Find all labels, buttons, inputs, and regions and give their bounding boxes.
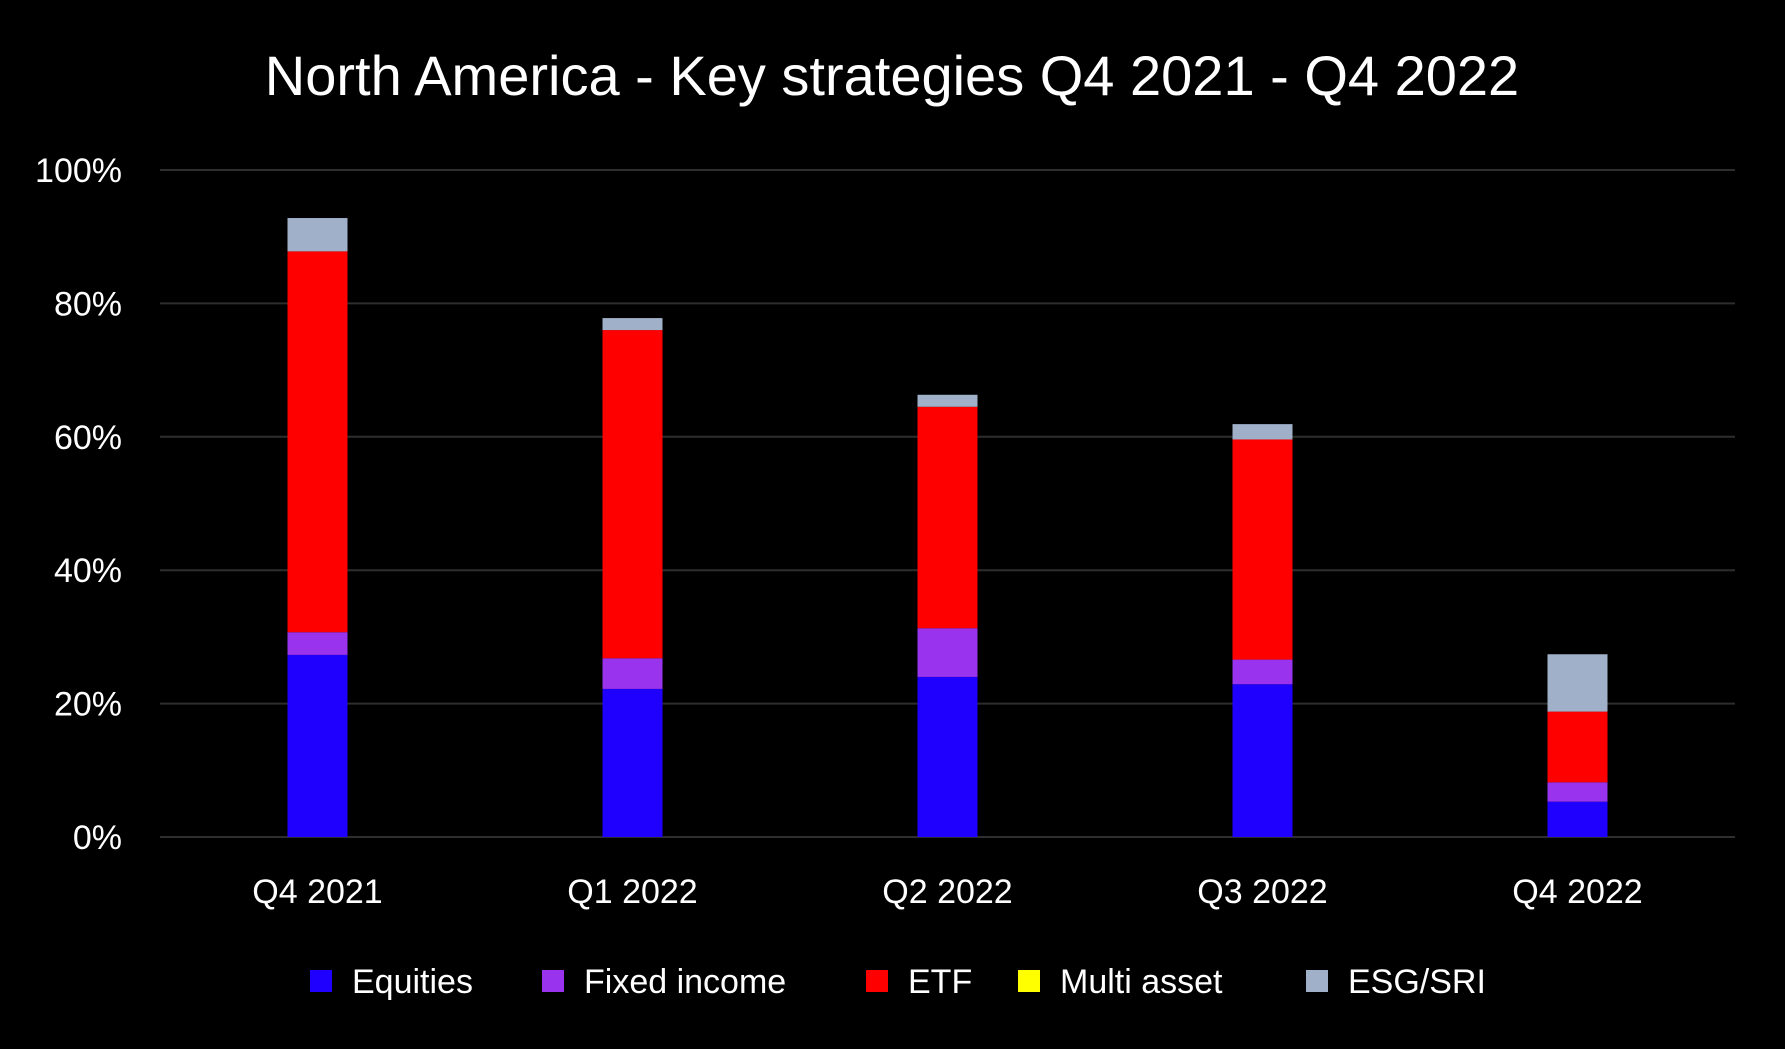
bar-segment-esg-sri	[917, 394, 978, 407]
y-tick-label: 80%	[54, 285, 122, 323]
bar-segment-esg-sri	[1232, 424, 1293, 440]
legend-label: Fixed income	[584, 963, 786, 1001]
y-tick-label: 20%	[54, 686, 122, 724]
bar-segment-fixed-income	[1232, 659, 1293, 685]
bar-segment-fixed-income	[287, 632, 348, 655]
bar-segment-equities	[1547, 801, 1608, 837]
legend-swatch	[310, 970, 332, 992]
bar-segment-etf	[1547, 711, 1608, 783]
bar-segment-equities	[1232, 684, 1293, 837]
y-axis-tick-labels: 0% 20% 40% 60% 80% 100%	[35, 152, 122, 857]
legend-swatch	[866, 970, 888, 992]
legend-swatch	[542, 970, 564, 992]
y-tick-label: 40%	[54, 552, 122, 590]
bar-segment-esg-sri	[287, 218, 348, 252]
x-tick-label: Q2 2022	[882, 873, 1012, 911]
legend-swatch	[1306, 970, 1328, 992]
legend-label: ESG/SRI	[1348, 963, 1486, 1001]
y-tick-label: 100%	[35, 152, 122, 190]
bar-segment-equities	[602, 688, 663, 837]
legend-label: Equities	[352, 963, 473, 1001]
x-tick-label: Q4 2021	[252, 873, 382, 911]
bars	[287, 218, 1608, 837]
bar-segment-fixed-income	[602, 658, 663, 689]
bar-segment-equities	[917, 676, 978, 837]
legend-label: ETF	[908, 963, 972, 1001]
bar-segment-esg-sri	[1547, 654, 1608, 712]
bar-segment-etf	[287, 251, 348, 633]
bar-segment-fixed-income	[1547, 782, 1608, 802]
bar-segment-etf	[602, 330, 663, 659]
x-tick-label: Q4 2022	[1512, 873, 1642, 911]
x-axis-tick-labels: Q4 2021 Q1 2022 Q2 2022 Q3 2022 Q4 2022	[252, 873, 1642, 911]
bar-segment-fixed-income	[917, 628, 978, 677]
chart-title: North America - Key strategies Q4 2021 -…	[265, 44, 1519, 107]
x-tick-label: Q1 2022	[567, 873, 697, 911]
bar-segment-esg-sri	[602, 318, 663, 331]
bar-segment-equities	[287, 654, 348, 837]
x-tick-label: Q3 2022	[1197, 873, 1327, 911]
y-tick-label: 60%	[54, 419, 122, 457]
legend-label: Multi asset	[1060, 963, 1223, 1001]
y-tick-label: 0%	[73, 819, 122, 857]
bar-segment-etf	[917, 406, 978, 629]
bar-segment-etf	[1232, 439, 1293, 660]
legend: Equities Fixed income ETF Multi asset ESG/SR…	[310, 963, 1486, 1001]
legend-swatch	[1018, 970, 1040, 992]
